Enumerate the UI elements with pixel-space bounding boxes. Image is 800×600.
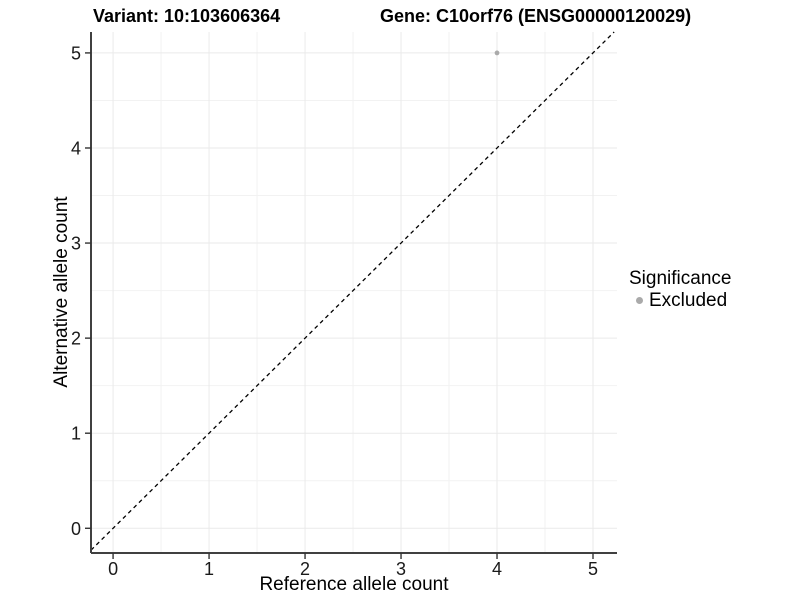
data-point [494, 50, 500, 56]
x-tick-label: 4 [492, 559, 502, 579]
y-tick-label: 0 [71, 519, 81, 539]
variant-title: Variant: 10:103606364 [93, 6, 281, 26]
x-tick-label: 1 [204, 559, 214, 579]
y-tick-label: 5 [71, 43, 81, 63]
gene-title: Gene: C10orf76 (ENSG00000120029) [380, 6, 692, 26]
x-tick-label: 2 [300, 559, 310, 579]
identity-reference-line [90, 31, 615, 551]
y-tick-label: 1 [71, 424, 81, 444]
x-tick-label: 0 [108, 559, 118, 579]
legend-title: Significance [629, 268, 732, 289]
y-tick-label: 2 [71, 329, 81, 349]
x-tick-label: 5 [588, 559, 598, 579]
y-tick-label: 3 [71, 234, 81, 254]
y-tick-label: 4 [71, 138, 81, 158]
legend-item-excluded: Excluded [636, 290, 731, 311]
legend: Significance Excluded [629, 268, 731, 311]
legend-item-label: Excluded [649, 290, 728, 311]
x-tick-label: 3 [396, 559, 406, 579]
excluded-point-icon [636, 297, 643, 304]
x-axis-title: Reference allele count [259, 574, 449, 595]
y-axis-title: Alternative allele count [51, 196, 72, 388]
